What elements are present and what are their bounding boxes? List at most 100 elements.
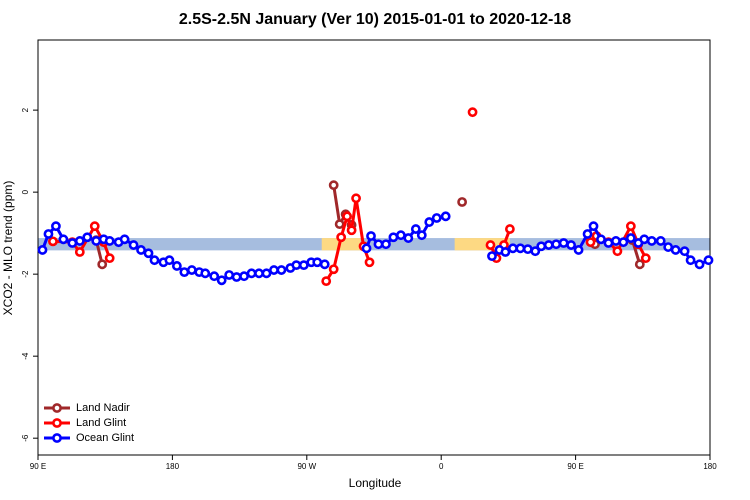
data-point: [703, 255, 714, 266]
data-point: [37, 245, 48, 255]
data-point: [694, 259, 705, 270]
data-point: [209, 271, 220, 282]
data-point: [328, 180, 339, 191]
data-point: [373, 239, 384, 250]
data-point: [582, 229, 593, 239]
data-point: [395, 230, 406, 241]
y-tick-label: 2: [21, 107, 30, 112]
data-point: [231, 272, 242, 282]
data-point: [485, 240, 496, 250]
data-point: [298, 260, 309, 271]
data-point: [543, 240, 554, 250]
plot-frame: [37, 39, 711, 456]
data-point: [164, 255, 175, 266]
data-point: [224, 270, 235, 280]
data-point: [611, 236, 621, 246]
data-point: [500, 247, 511, 257]
x-tick-label: 90 W: [297, 462, 316, 471]
data-point: [186, 265, 197, 275]
data-point: [128, 240, 139, 250]
data-point: [634, 259, 645, 270]
chart-title: 2.5S-2.5N January (Ver 10) 2015-01-01 to…: [179, 11, 571, 28]
series-line: [94, 184, 642, 265]
data-point: [319, 259, 330, 270]
data-point: [119, 234, 130, 245]
data-point: [149, 255, 160, 266]
data-point: [361, 243, 372, 254]
data-point: [670, 245, 681, 255]
data-point: [536, 241, 547, 252]
x-tick-label: 180: [703, 462, 717, 471]
y-axis-label: XCO2 - MLO trend (ppm): [1, 181, 15, 316]
data-point: [558, 238, 569, 248]
data-point: [596, 234, 606, 245]
data-point: [551, 239, 562, 250]
data-point: [612, 246, 623, 257]
data-point: [655, 236, 666, 246]
data-point: [457, 197, 468, 207]
legend-label: Land Nadir: [76, 402, 130, 414]
y-tick-label: -2: [21, 270, 30, 278]
x-axis-label: Longitude: [349, 476, 402, 490]
data-point: [530, 246, 541, 257]
data-point: [58, 234, 69, 245]
data-point: [74, 247, 85, 257]
data-point: [381, 239, 391, 250]
data-point: [269, 265, 279, 275]
data-point: [366, 231, 376, 241]
data-point: [200, 268, 211, 279]
data-point: [67, 238, 78, 248]
y-tick-label: -6: [21, 434, 30, 442]
data-point: [431, 213, 442, 223]
data-point: [566, 240, 577, 250]
data-point: [640, 253, 651, 264]
data-point: [679, 246, 690, 257]
data-point: [522, 244, 533, 255]
data-point: [467, 107, 478, 118]
legend-label: Ocean Glint: [76, 432, 134, 444]
reference-band: [321, 238, 361, 251]
data-point: [487, 251, 497, 262]
data-point: [334, 219, 345, 230]
x-tick-label: 90 E: [30, 462, 46, 471]
data-point: [74, 236, 85, 246]
legend-marker: [52, 403, 62, 413]
data-point: [89, 221, 100, 232]
data-point: [603, 238, 614, 248]
data-point: [321, 276, 332, 287]
data-point: [440, 211, 451, 222]
x-tick-label: 180: [166, 462, 180, 471]
data-point: [254, 268, 264, 279]
data-point: [573, 245, 584, 255]
data-point: [625, 233, 636, 243]
data-point: [216, 275, 227, 286]
data-point: [388, 232, 399, 243]
data-point: [48, 236, 58, 247]
data-point: [663, 242, 674, 252]
data-point: [143, 248, 154, 259]
y-tick-label: 0: [21, 189, 30, 194]
data-point: [585, 237, 596, 248]
data-point: [618, 237, 629, 248]
data-point: [685, 255, 696, 266]
data-point: [403, 233, 414, 243]
legend-label: Land Glint: [76, 417, 126, 429]
data-point: [291, 260, 302, 271]
data-point: [104, 236, 115, 246]
data-point: [97, 259, 108, 270]
data-point: [171, 261, 182, 271]
x-tick-label: 0: [439, 462, 444, 471]
data-point: [410, 224, 421, 234]
data-point: [646, 236, 657, 246]
data-point: [51, 221, 61, 232]
data-point: [424, 217, 435, 227]
data-point: [43, 229, 54, 239]
data-point: [346, 225, 357, 236]
data-point: [136, 245, 146, 255]
data-point: [342, 211, 353, 222]
data-point: [261, 268, 272, 279]
data-point: [239, 271, 249, 282]
data-point: [104, 253, 115, 264]
data-point: [312, 257, 323, 268]
